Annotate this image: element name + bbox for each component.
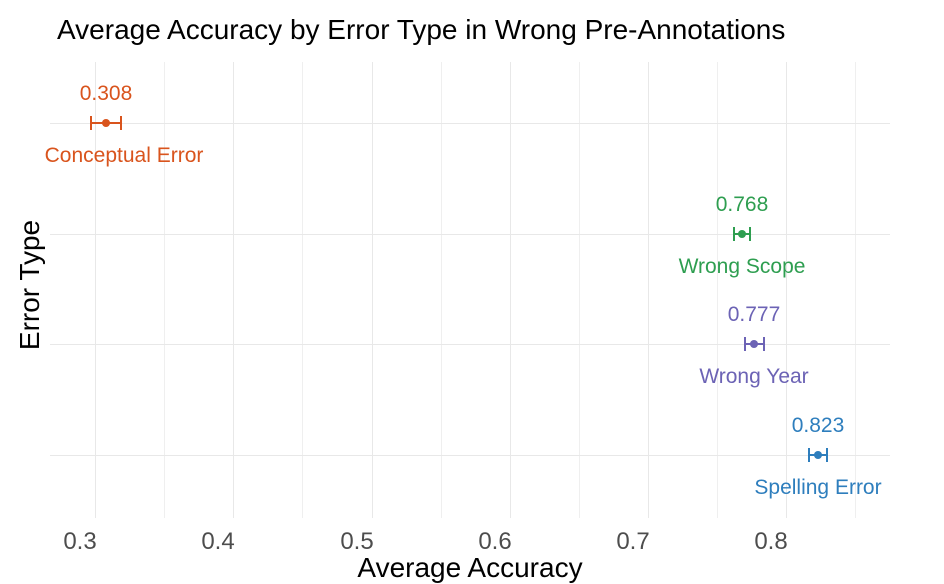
gridline-major-vertical — [510, 62, 511, 518]
gridline-horizontal-row — [50, 455, 890, 456]
category-label: Wrong Year — [699, 365, 809, 388]
gridline-minor-vertical — [579, 62, 580, 518]
error-bar-cap — [120, 116, 122, 130]
x-tick-label: 0.5 — [340, 528, 374, 555]
x-tick-label: 0.7 — [616, 528, 650, 555]
category-label: Spelling Error — [754, 476, 882, 499]
category-label: Wrong Scope — [678, 255, 806, 278]
gridline-major-vertical — [648, 62, 649, 518]
gridline-major-vertical — [95, 62, 96, 518]
x-tick-label: 0.4 — [201, 528, 235, 555]
category-label: Conceptual Error — [44, 144, 204, 167]
gridline-major-vertical — [786, 62, 787, 518]
error-bar-cap — [749, 227, 751, 241]
error-bar-cap — [763, 337, 765, 351]
value-label: 0.308 — [79, 82, 133, 105]
gridline-minor-vertical — [855, 62, 856, 518]
value-label: 0.823 — [791, 414, 845, 437]
value-label: 0.777 — [727, 303, 781, 326]
error-bar-cap — [744, 337, 746, 351]
error-bar-cap — [733, 227, 735, 241]
data-point — [102, 119, 110, 127]
x-tick-label: 0.3 — [63, 528, 97, 555]
gridline-minor-vertical — [164, 62, 165, 518]
value-label: 0.768 — [715, 193, 769, 216]
error-bar-cap — [808, 448, 810, 462]
gridline-horizontal-row — [50, 234, 890, 235]
gridline-major-vertical — [233, 62, 234, 518]
gridline-minor-vertical — [441, 62, 442, 518]
data-point — [750, 340, 758, 348]
error-bar-cap — [826, 448, 828, 462]
x-tick-label: 0.8 — [754, 528, 788, 555]
x-axis-title: Average Accuracy — [357, 552, 583, 583]
data-point — [738, 230, 746, 238]
x-tick-label: 0.6 — [478, 528, 512, 555]
data-point — [814, 451, 822, 459]
gridline-horizontal-row — [50, 123, 890, 124]
y-axis-title: Error Type — [14, 219, 45, 351]
error-bar-cap — [90, 116, 92, 130]
gridline-horizontal-row — [50, 344, 890, 345]
chart-title: Average Accuracy by Error Type in Wrong … — [57, 14, 786, 45]
gridline-minor-vertical — [302, 62, 303, 518]
gridline-minor-vertical — [717, 62, 718, 518]
gridline-major-vertical — [372, 62, 373, 518]
